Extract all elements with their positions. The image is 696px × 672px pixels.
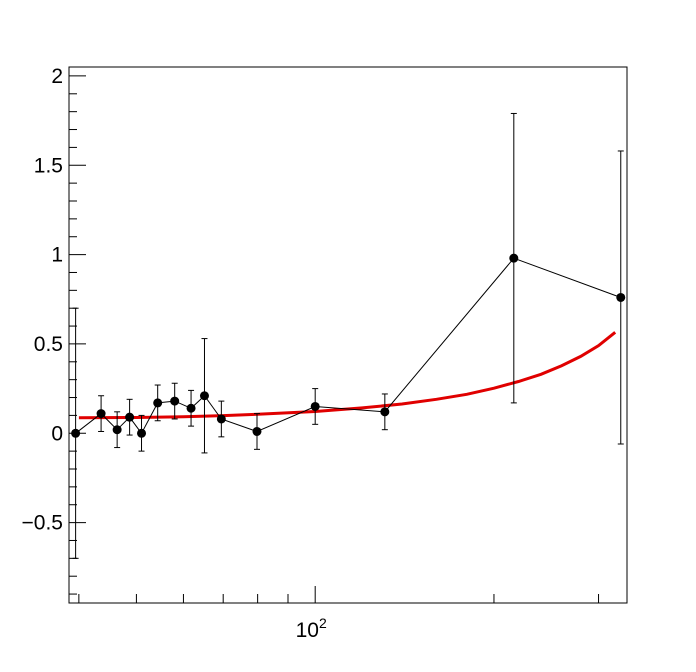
data-point — [125, 412, 135, 422]
data-point — [170, 396, 180, 406]
data-point — [380, 407, 390, 417]
y-tick-label: 0 — [51, 422, 63, 445]
y-tick-label: 2 — [51, 65, 63, 88]
y-tick-label: 1.5 — [34, 154, 63, 177]
data-point — [216, 414, 226, 424]
plot-frame-border — [68, 66, 628, 604]
x-axis: 102 — [78, 586, 600, 642]
data-point — [509, 253, 519, 263]
y-tick-label: 1 — [51, 244, 63, 267]
data-point — [310, 401, 320, 411]
data-point — [112, 425, 122, 435]
data-point — [137, 428, 147, 438]
data-point — [199, 391, 209, 401]
x-tick-label: 102 — [296, 615, 327, 642]
y-tick-label: −0.5 — [22, 512, 63, 535]
y-axis: −0.5 0 0.5 1 1.5 2 — [22, 65, 86, 595]
data-point — [616, 292, 626, 302]
data-point — [252, 426, 262, 436]
fit-curve-line — [78, 331, 617, 420]
data-point — [71, 428, 81, 438]
data-series — [71, 112, 626, 559]
data-point — [153, 398, 163, 408]
fit-curve — [78, 331, 617, 420]
y-tick-label: 0.5 — [34, 333, 63, 356]
data-point — [186, 403, 196, 413]
data-point — [96, 409, 106, 419]
plot-frame — [68, 66, 628, 604]
